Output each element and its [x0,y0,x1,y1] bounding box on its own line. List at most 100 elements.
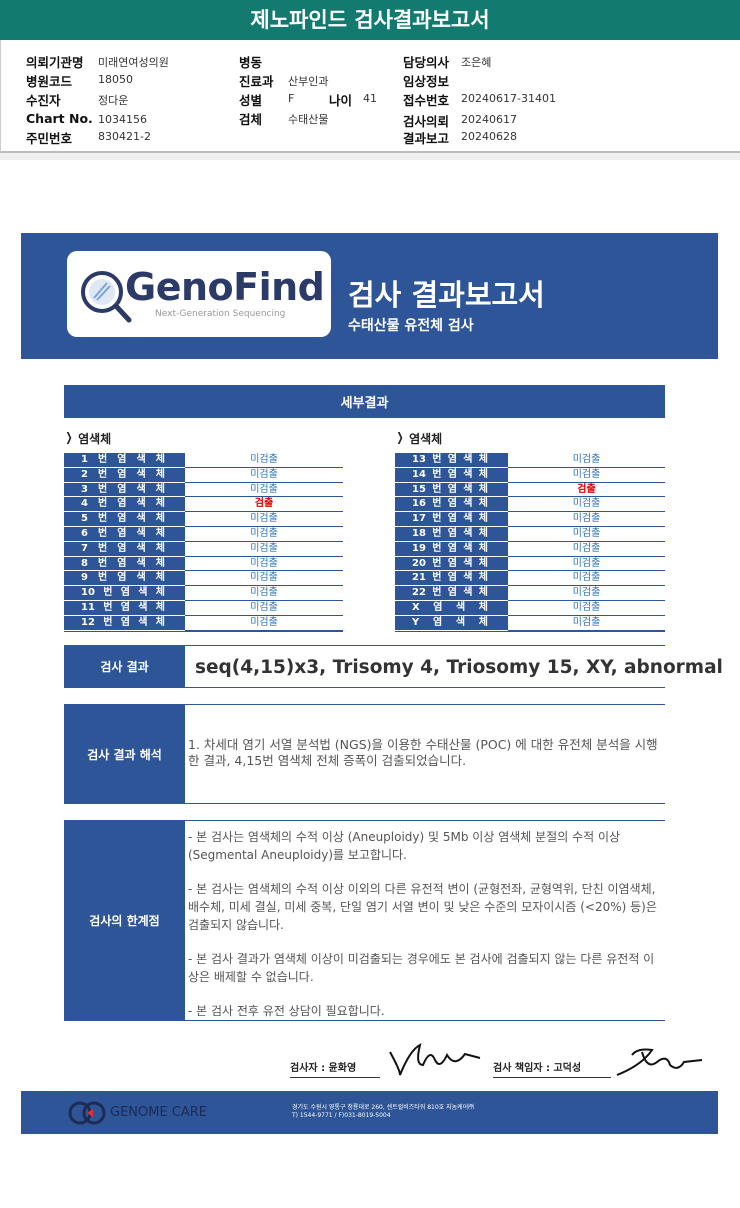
chromosome-row: 16 번 염 색 체 미검출 [395,497,665,513]
chromosome-result: 검출 [185,497,343,513]
chromosome-table: 13 번 염 색 체 미검출 14 번 염 색 체 미검출 15 번 염 색 체 검출 16… [395,453,665,632]
info-value: 41 [363,92,377,105]
limitations-box: - 본 검사는 염색체의 수적 이상 (Aneuploidy) 및 5Mb 이상… [185,820,665,1021]
info-label: 검체 [239,112,263,127]
tester-signature: 검사자 : 윤화영 [290,1059,380,1078]
chromosome-name: 18 번 염 색 체 [395,526,508,542]
chromosome-row: 13 번 염 색 체 미검출 [395,453,665,468]
chromosome-name: 13 번 염 색 체 [395,453,508,468]
result-label: 검사 결과 [64,645,185,688]
footer-logo-icon [68,1101,106,1125]
details-title: 세부결과 [64,385,665,418]
chromosome-name: 7 번 염 색 체 [64,541,185,557]
info-label: 수진자 [26,93,61,108]
info-label: 병원코드 [26,74,73,89]
limitation-paragraph: - 본 검사 결과가 염색체 이상이 미검출되는 경우에도 본 검사에 검출되지… [188,952,655,984]
chromosome-name: 10 번 염 색 체 [64,586,185,601]
chromosome-name: 5 번 염 색 체 [64,512,185,527]
info-value: 20240628 [461,130,517,143]
chromosome-result: 미검출 [185,527,343,542]
info-label: 병동 [239,55,263,70]
chromosome-result: 미검출 [185,616,343,631]
chromosome-result: 미검출 [185,468,343,483]
supervisor-signature: 검사 책임자 : 고덕성 [493,1059,611,1078]
chevron: ❯ [65,430,73,444]
chromosome-result: 미검출 [185,542,343,557]
info-value: 20240617 [461,113,517,126]
chromosome-name: 14 번 염 색 체 [395,467,508,483]
interpretation-box [185,704,665,804]
column-heading: ❯ 염색체 [395,430,443,447]
banner-subtitle: 수태산물 유전체 검사 [348,318,474,334]
chromosome-result: 미검출 [508,586,665,601]
chromosome-row: 18 번 염 색 체 미검출 [395,526,665,542]
chromosome-result: 미검출 [508,527,665,542]
chromosome-result: 미검출 [185,601,343,616]
chromosome-row: 1 번 염 색 체 미검출 [64,453,343,468]
chromosome-row: 10 번 염 색 체 미검출 [64,586,343,601]
info-label: 임상정보 [403,74,450,89]
footer-address: 경기도 수원시 영통구 청룡대로 260, 센트럴비즈타워 810호 지놈케어㈜ [292,1104,475,1111]
separator [0,153,740,160]
patient-info: 의뢰기관명 미래연여성의원 병원코드 18050 수진자 정다운 Chart No. 1034… [0,40,740,153]
info-label: 결과보고 [403,131,450,146]
chromosome-name: 15 번 염 색 체 [395,482,508,498]
interpretation-text: 1. 차세대 염기 서열 분석법 (NGS)을 이용한 수태산물 (POC) 에… [188,737,658,768]
chromosome-result: 미검출 [185,453,343,468]
heading-text: 염색체 [409,432,443,446]
chromosome-name: 17 번 염 색 체 [395,512,508,527]
chromosome-row: 19 번 염 색 체 미검출 [395,541,665,557]
chromosome-table: 1 번 염 색 체 미검출 2 번 염 색 체 미검출 3 번 염 색 체 미검출 4 번 … [64,453,343,632]
info-label: 주민번호 [26,131,73,146]
logo-box: GenoFind Next-Generation Sequencing [67,251,331,337]
limitation-paragraph: - 본 검사는 염색체의 수적 이상 (Aneuploidy) 및 5Mb 이상… [188,830,621,862]
info-value: 1034156 [98,113,147,126]
signature-scribble [389,1043,481,1076]
info-label: 나이 [329,93,353,108]
chromosome-row: 14 번 염 색 체 미검출 [395,467,665,483]
chromosome-row: 4 번 염 색 체 검출 [64,497,343,513]
chromosome-row: 6 번 염 색 체 미검출 [64,526,343,542]
chromosome-name: 4 번 염 색 체 [64,497,185,513]
info-label: 의뢰기관명 [26,55,84,70]
banner-title: 검사 결과보고서 [348,278,545,312]
heading-text: 염색체 [78,432,112,446]
chromosome-row: 3 번 염 색 체 미검출 [64,482,343,498]
chromosome-row: 12 번 염 색 체 미검출 [64,615,343,631]
info-label: 검사의뢰 [403,114,450,129]
limitation-paragraph: - 본 검사는 염색체의 수적 이상 이외의 다른 유전적 변이 (균형전좌, … [188,882,657,932]
chromosome-row: 20 번 염 색 체 미검출 [395,556,665,572]
chromosome-row: 11 번 염 색 체 미검출 [64,600,343,616]
chromosome-row: 15 번 염 색 체 검출 [395,482,665,498]
logo-tagline: Next-Generation Sequencing [155,309,286,319]
chromosome-name: Y 염 색 체 [395,615,508,631]
chromosome-row: X 염 색 체 미검출 [395,600,665,616]
chromosome-result: 미검출 [508,542,665,557]
info-label: 성별 [239,93,263,108]
chromosome-result: 미검출 [508,557,665,572]
chromosome-result: 미검출 [508,512,665,527]
chromosome-row: 17 번 염 색 체 미검출 [395,512,665,527]
chromosome-result: 미검출 [185,571,343,587]
interpretation-label: 검사 결과 해석 [64,704,185,804]
limitation-paragraph: - 본 검사 전후 유전 상담이 필요합니다. [188,1004,385,1018]
chromosome-row: 2 번 염 색 체 미검출 [64,467,343,483]
logo-text: GenoFind [125,265,325,309]
chromosome-result: 미검출 [185,512,343,527]
logo-icon [81,271,132,323]
info-value: 산부인과 [288,75,329,88]
chromosome-name: 2 번 염 색 체 [64,467,185,483]
info-value: 조은혜 [461,56,492,69]
chromosome-name: 9 번 염 색 체 [64,571,185,587]
chromosome-result: 미검출 [508,497,665,513]
chromosome-name: 16 번 염 색 체 [395,497,508,513]
chromosome-result: 검출 [508,483,665,498]
chromosome-row: Y 염 색 체 미검출 [395,615,665,631]
column-heading: ❯ 염색체 [64,430,112,447]
chromosome-name: 1 번 염 색 체 [64,453,185,468]
result-value: seq(4,15)x3, Trisomy 4, Triosomy 15, XY,… [185,645,723,688]
info-label: 접수번호 [403,93,450,108]
chromosome-name: 22 번 염 색 체 [395,586,508,601]
chromosome-row: 21 번 염 색 체 미검출 [395,571,665,587]
